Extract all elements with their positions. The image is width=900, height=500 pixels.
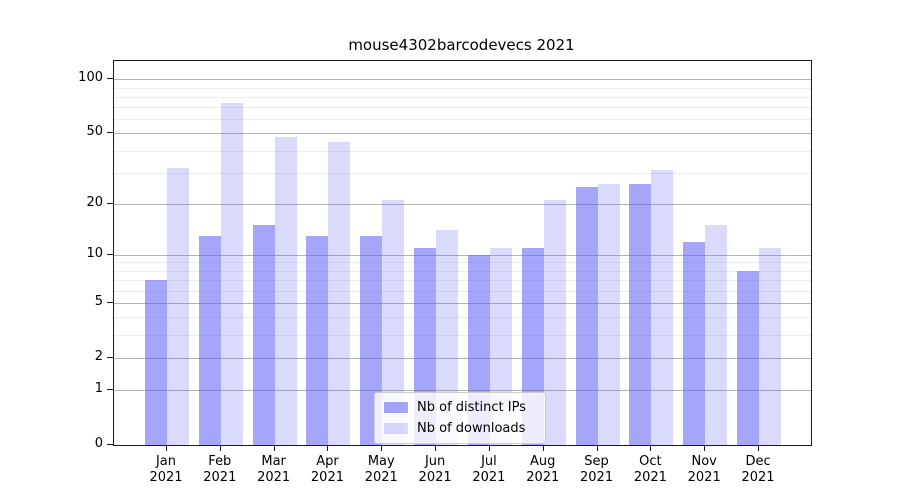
legend-item-distinct-ips: Nb of distinct IPs xyxy=(384,400,536,415)
major-gridline xyxy=(114,203,811,205)
y-tick-label: 10 xyxy=(86,245,103,261)
y-tick xyxy=(107,356,113,358)
minor-gridline xyxy=(114,262,811,264)
y-tick xyxy=(107,253,113,255)
x-tick-label-sep: Sep 2021 xyxy=(580,454,614,485)
y-tick xyxy=(107,132,113,134)
x-tick xyxy=(542,445,544,451)
x-tick xyxy=(327,445,329,451)
legend-swatch-distinct-ips-icon xyxy=(384,402,408,413)
x-tick xyxy=(273,445,275,451)
y-tick xyxy=(107,388,113,390)
legend-label-distinct-ips: Nb of distinct IPs xyxy=(417,400,526,415)
bar-distinct-ips-sep xyxy=(575,186,598,445)
x-tick-label-aug: Aug 2021 xyxy=(526,454,560,485)
minor-gridline xyxy=(114,270,811,272)
x-tick xyxy=(488,445,490,451)
bar-distinct-ips-oct xyxy=(629,183,652,445)
bar-distinct-ips-mar xyxy=(252,225,275,445)
bar-downloads-jan xyxy=(167,167,189,445)
bar-downloads-may xyxy=(382,199,405,445)
x-tick xyxy=(758,445,760,451)
minor-gridline xyxy=(114,290,811,292)
x-tick-label-oct: Oct 2021 xyxy=(633,454,667,485)
y-tick-label: 0 xyxy=(94,435,103,451)
y-tick-label: 5 xyxy=(94,293,103,309)
bar-downloads-aug xyxy=(543,199,566,445)
x-tick xyxy=(435,445,437,451)
major-gridline xyxy=(114,357,811,359)
bar-distinct-ips-apr xyxy=(306,235,329,445)
legend: Nb of distinct IPs Nb of downloads xyxy=(374,392,546,444)
x-tick-label-jun: Jun 2021 xyxy=(418,454,452,485)
minor-gridline xyxy=(114,96,811,98)
bar-downloads-dec xyxy=(759,247,782,445)
x-tick-label-mar: Mar 2021 xyxy=(257,454,291,485)
bar-distinct-ips-jan xyxy=(145,279,167,445)
chart-title: mouse4302barcodevecs 2021 xyxy=(348,36,575,54)
bar-distinct-ips-dec xyxy=(737,270,760,445)
bar-downloads-mar xyxy=(274,136,297,445)
major-gridline xyxy=(114,302,811,304)
x-tick xyxy=(381,445,383,451)
legend-label-downloads: Nb of downloads xyxy=(417,421,526,436)
x-tick xyxy=(166,445,167,451)
x-tick xyxy=(650,445,652,451)
y-tick-label: 100 xyxy=(78,70,103,86)
x-tick-label-jul: Jul 2021 xyxy=(472,454,506,485)
major-gridline xyxy=(114,389,811,391)
x-tick xyxy=(596,445,598,451)
major-gridline xyxy=(114,133,811,135)
minor-gridline xyxy=(114,150,811,152)
minor-gridline xyxy=(114,317,811,319)
minor-gridline xyxy=(114,172,811,174)
bar-downloads-oct xyxy=(651,170,674,445)
minor-gridline xyxy=(114,87,811,89)
legend-swatch-downloads-icon xyxy=(384,423,408,434)
bar-distinct-ips-feb xyxy=(198,235,221,445)
minor-gridline xyxy=(114,334,811,336)
y-tick-label: 1 xyxy=(94,380,103,396)
bar-downloads-apr xyxy=(328,141,351,445)
x-tick-label-may: May 2021 xyxy=(364,454,398,485)
x-tick-label-feb: Feb 2021 xyxy=(203,454,237,485)
x-tick xyxy=(704,445,706,451)
y-tick xyxy=(107,202,113,204)
x-tick-label-jan: Jan 2021 xyxy=(149,454,183,485)
bar-downloads-jun xyxy=(436,230,459,445)
legend-item-downloads: Nb of downloads xyxy=(384,421,536,436)
minor-gridline xyxy=(114,119,811,121)
minor-gridline xyxy=(114,107,811,109)
y-tick-label: 2 xyxy=(94,348,103,364)
y-tick xyxy=(107,301,113,303)
x-tick-label-apr: Apr 2021 xyxy=(310,454,344,485)
major-gridline xyxy=(114,79,811,81)
bar-downloads-nov xyxy=(705,225,728,445)
plot-area: Nb of distinct IPs Nb of downloads xyxy=(113,60,812,446)
y-tick-label: 50 xyxy=(86,124,103,140)
minor-gridline xyxy=(114,279,811,281)
x-tick-label-dec: Dec 2021 xyxy=(741,454,775,485)
x-tick-label-nov: Nov 2021 xyxy=(687,454,721,485)
y-tick xyxy=(107,78,113,80)
bar-distinct-ips-nov xyxy=(683,241,706,445)
bar-downloads-sep xyxy=(597,183,620,445)
bar-downloads-feb xyxy=(220,102,243,445)
major-gridline xyxy=(114,254,811,256)
y-tick xyxy=(107,443,113,445)
x-tick xyxy=(219,445,221,451)
y-tick-label: 20 xyxy=(86,194,103,210)
